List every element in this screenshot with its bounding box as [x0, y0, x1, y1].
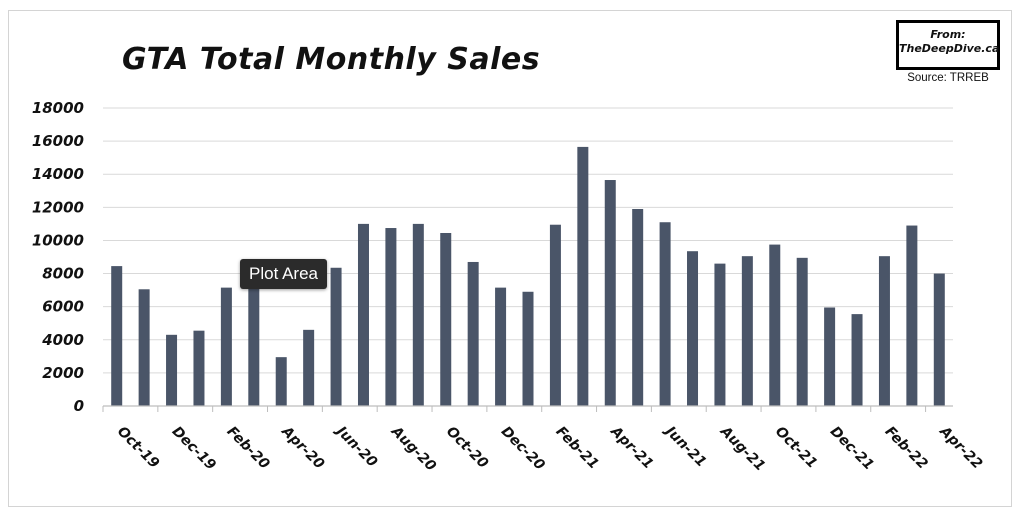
y-tick-label: 2000 [42, 364, 84, 382]
x-tick-label: Oct-21 [772, 424, 820, 472]
bar-jan-20[interactable] [193, 330, 205, 406]
y-tick-label: 18000 [32, 99, 84, 117]
bar-nov-21[interactable] [796, 257, 808, 406]
y-tick-label: 14000 [32, 165, 84, 183]
bar-feb-20[interactable] [220, 287, 232, 406]
bar-dec-19[interactable] [166, 334, 178, 406]
x-tick-label: Feb-20 [224, 424, 273, 473]
bar-jan-21[interactable] [522, 291, 534, 406]
bar-apr-22[interactable] [933, 273, 945, 406]
y-tick-label: 0 [74, 397, 84, 415]
brand-box: From: TheDeepDive.ca [896, 20, 1000, 70]
y-tick-labels: 0 2000 4000 6000 8000 10000 12000 14000 16000 180… [32, 99, 84, 415]
y-tick-label: 8000 [42, 265, 84, 283]
bars [111, 146, 945, 406]
bar-sep-20[interactable] [412, 223, 424, 406]
bar-feb-21[interactable] [549, 224, 561, 406]
bar-oct-21[interactable] [769, 244, 781, 406]
bar-may-20[interactable] [303, 329, 315, 406]
bar-mar-21[interactable] [577, 146, 589, 406]
x-tick-label: Dec-21 [827, 424, 877, 474]
bar-nov-19[interactable] [138, 289, 150, 406]
bar-nov-20[interactable] [467, 261, 479, 406]
x-tick-label: Aug-21 [716, 423, 768, 475]
x-tick-label: Apr-22 [936, 423, 986, 473]
bar-mar-20[interactable] [248, 272, 260, 406]
x-tick-label: Dec-19 [169, 424, 219, 474]
bar-jul-21[interactable] [687, 251, 699, 406]
bar-may-21[interactable] [632, 208, 644, 406]
x-tick-labels: Oct-19 Dec-19 Feb-20 Apr-20 Jun-20 Aug-20 Oct-… [114, 421, 985, 474]
bar-oct-20[interactable] [440, 232, 452, 406]
y-tick-label: 4000 [41, 331, 84, 349]
bar-jun-21[interactable] [659, 222, 671, 406]
y-tick-label: 6000 [42, 298, 84, 316]
gridlines [103, 107, 953, 374]
bar-jan-22[interactable] [851, 314, 863, 406]
bar-aug-21[interactable] [714, 263, 726, 406]
x-tick-label: Apr-21 [607, 423, 657, 473]
chart-title: GTA Total Monthly Sales [122, 42, 541, 77]
x-tick-label: Jun-20 [331, 421, 380, 470]
bar-jun-20[interactable] [330, 267, 342, 406]
x-tick-label: Oct-19 [114, 424, 162, 472]
x-tick-label: Dec-20 [498, 424, 548, 474]
bar-mar-22[interactable] [906, 225, 918, 406]
bar-oct-19[interactable] [111, 266, 123, 406]
x-tick-label: Apr-20 [278, 423, 328, 473]
bar-aug-20[interactable] [385, 228, 397, 406]
plot-area-tooltip: Plot Area [240, 259, 327, 289]
x-tick-label: Jun-21 [660, 421, 709, 470]
x-tick-label: Oct-20 [443, 424, 491, 472]
axes [102, 405, 953, 412]
brand-site-label: TheDeepDive.ca [899, 42, 1000, 55]
bar-sep-21[interactable] [741, 256, 753, 406]
bar-apr-21[interactable] [604, 180, 616, 406]
source-label: Source: TRREB [907, 72, 989, 84]
x-tick-label: Feb-21 [553, 424, 602, 473]
bar-jul-20[interactable] [357, 223, 369, 406]
brand-from-label: From: [930, 28, 966, 41]
x-tick-label: Aug-20 [387, 423, 439, 475]
y-tick-label: 12000 [32, 198, 84, 216]
bar-dec-20[interactable] [495, 287, 507, 406]
chart-frame [8, 10, 1012, 507]
bar-feb-22[interactable] [878, 256, 890, 406]
x-tick-label: Feb-22 [882, 424, 931, 473]
bar-dec-21[interactable] [824, 307, 836, 406]
y-tick-label: 16000 [32, 132, 84, 150]
y-tick-label: 10000 [32, 231, 84, 249]
bar-apr-20[interactable] [275, 357, 287, 406]
